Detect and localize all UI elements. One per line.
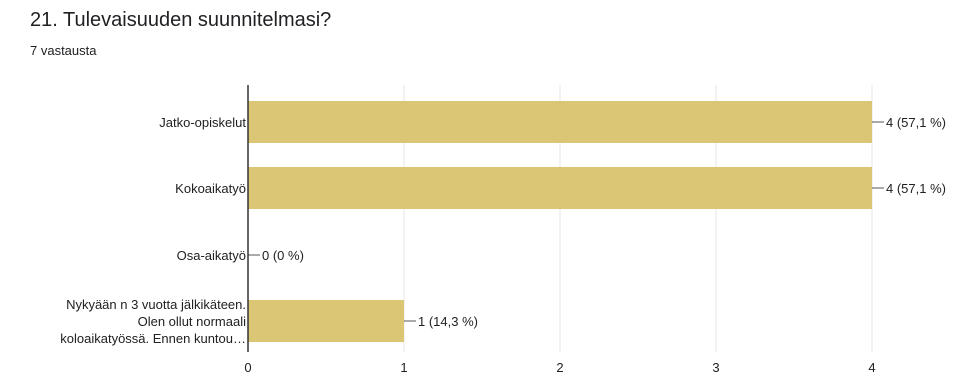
x-axis-ticks: 0 1 2 3 4 (244, 360, 875, 375)
category-labels: Jatko-opiskelut Kokoaikatyö Osa-aikatyö Nyk… (60, 115, 246, 346)
category-label: Olen ollut normaali (138, 314, 246, 329)
category-label: koloaikatyössä. Ennen kuntou… (60, 331, 246, 346)
data-label: 1 (14,3 %) (418, 314, 478, 329)
bars (248, 101, 872, 342)
data-label: 4 (57,1 %) (886, 181, 946, 196)
category-label: Nykyään n 3 vuotta jälkikäteen. (66, 297, 246, 312)
response-count: 7 vastausta (30, 43, 97, 58)
bar (248, 300, 404, 342)
category-label: Osa-aikatyö (177, 248, 246, 263)
data-labels: 4 (57,1 %) 4 (57,1 %) 0 (0 %) 1 (14,3 %) (248, 115, 946, 329)
bar (248, 101, 872, 143)
x-tick-label: 4 (868, 360, 875, 375)
x-tick-label: 2 (556, 360, 563, 375)
x-tick-label: 0 (244, 360, 251, 375)
question-title: 21. Tulevaisuuden suunnitelmasi? (30, 9, 332, 31)
data-label: 4 (57,1 %) (886, 115, 946, 130)
x-tick-label: 1 (400, 360, 407, 375)
category-label: Kokoaikatyö (175, 181, 246, 196)
data-label: 0 (0 %) (262, 248, 304, 263)
category-label: Jatko-opiskelut (159, 115, 246, 130)
x-tick-label: 3 (712, 360, 719, 375)
bar (248, 167, 872, 209)
